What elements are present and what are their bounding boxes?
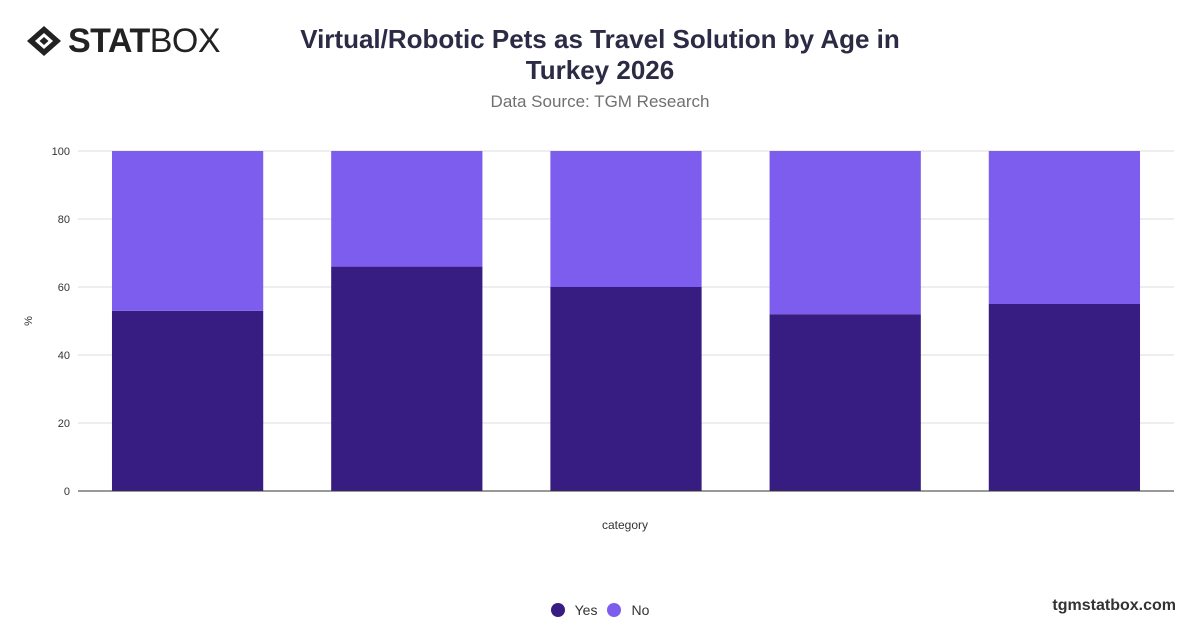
bar-yes-3 [550,287,702,491]
y-tick-label: 20 [58,418,70,430]
footer-site-link[interactable]: tgmstatbox.com [1052,597,1176,614]
bar-no-2 [331,151,483,267]
legend-item-yes[interactable]: Yes [550,602,598,618]
statbox-logo: STATBOX [26,22,221,60]
y-tick-label: 80 [58,214,70,226]
chart-subtitle: Data Source: TGM Research [490,92,710,111]
bar-no-4 [769,151,921,315]
legend-label-no: No [631,602,650,618]
chart-legend: Yes No [0,602,1200,618]
y-tick-label: 100 [52,146,70,158]
logo-text-bold: STAT [68,22,150,60]
chart-title: Virtual/Robotic Pets as Travel Solution … [300,24,900,85]
bar-no-3 [550,151,702,287]
y-tick-label: 0 [64,486,70,498]
bar-yes-5 [988,304,1141,491]
logo-text: STATBOX [68,22,221,60]
legend-swatch-no [607,603,622,617]
statbox-diamond-icon [27,26,61,56]
legend-swatch-yes [550,603,565,617]
bar-no-5 [988,151,1141,304]
bar-yes-4 [769,314,921,491]
y-tick-label: 40 [58,350,70,362]
y-tick-label: 60 [58,282,70,294]
bar-yes-1 [111,310,264,491]
bar-no-1 [111,151,264,311]
x-axis-label: category [602,518,648,532]
legend-label-yes: Yes [574,602,598,618]
logo-text-light: BOX [149,22,221,60]
legend-item-no[interactable]: No [607,602,649,618]
y-axis-label: % [23,316,35,326]
bar-yes-2 [331,266,483,491]
